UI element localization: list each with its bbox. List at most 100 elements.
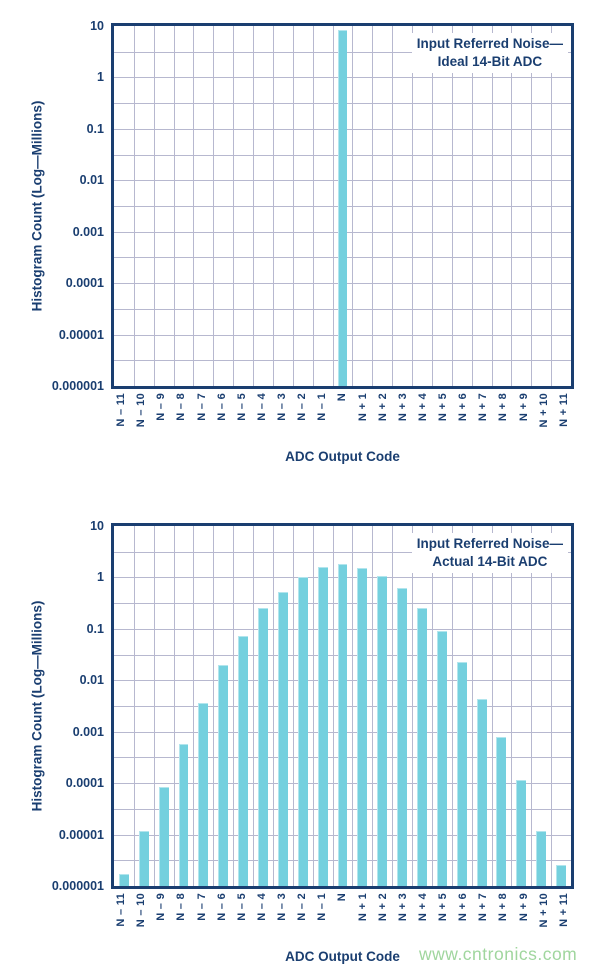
- gridline-v: [352, 26, 354, 386]
- histogram-bar: [297, 577, 308, 886]
- gridline-v: [392, 526, 394, 886]
- x-tick-cell: N – 9: [151, 893, 171, 949]
- gridline-v: [511, 26, 513, 386]
- x-tick-label: N – 10: [135, 893, 148, 928]
- x-tick-cell: N – 5: [232, 893, 252, 949]
- x-tick-label: N + 10: [537, 893, 550, 928]
- x-tick-label: N – 11: [115, 893, 128, 927]
- chart-title-line-1: Input Referred Noise—: [416, 536, 563, 551]
- x-tick-cell: N + 10: [534, 893, 554, 949]
- x-tick-cell: N + 3: [393, 893, 413, 949]
- histogram-bar: [456, 661, 467, 886]
- x-tick-label: N + 3: [396, 893, 409, 922]
- histogram-bar: [357, 567, 368, 886]
- watermark: www.cntronics.com: [419, 944, 578, 964]
- x-tick-label: N + 7: [477, 393, 490, 422]
- gridline-v: [451, 26, 453, 386]
- gridline-v: [312, 26, 314, 386]
- gridline-v: [213, 26, 215, 386]
- gridline-h: [114, 551, 571, 553]
- x-tick-cell: N + 8: [493, 893, 513, 949]
- x-tick-label: N – 7: [195, 393, 208, 421]
- chart-title-line-2: Actual 14-Bit ADC: [432, 553, 548, 569]
- x-tick-label: N + 8: [497, 893, 510, 922]
- x-tick-label: N + 9: [517, 393, 530, 422]
- gridline-v: [153, 26, 155, 386]
- gridline-v: [471, 526, 473, 886]
- x-tick-cell: N + 6: [453, 393, 473, 449]
- x-tick-cell: N – 6: [212, 393, 232, 449]
- histogram-bar: [258, 608, 268, 886]
- x-tick-cell: N + 1: [353, 893, 373, 949]
- x-tick-label: N + 4: [416, 893, 429, 922]
- x-tick-cell: N – 3: [272, 893, 292, 949]
- x-tick-cell: N – 5: [232, 393, 252, 449]
- x-tick-cell: N + 11: [554, 893, 574, 949]
- x-tick-cell: N – 8: [171, 893, 191, 949]
- x-tick-cell: N – 1: [312, 893, 332, 949]
- gridline-v: [531, 526, 533, 886]
- x-tick-cell: N + 10: [534, 393, 554, 449]
- x-tick-cell: N: [332, 393, 352, 449]
- x-tick-cell: N + 3: [393, 393, 413, 449]
- x-tick-label: N – 4: [255, 893, 268, 921]
- x-tick-label: N – 9: [155, 393, 168, 421]
- x-tick-cell: N – 7: [192, 393, 212, 449]
- x-tick-cell: N – 8: [171, 393, 191, 449]
- histogram-bar: [496, 737, 507, 886]
- gridline-v: [491, 526, 493, 886]
- y-tick-label: 0.1: [86, 621, 104, 636]
- x-tick-label: N + 2: [376, 393, 389, 422]
- x-tick-cell: N + 4: [413, 393, 433, 449]
- gridline-v: [412, 526, 414, 886]
- histogram-bar: [178, 743, 189, 886]
- histogram-bar: [536, 831, 547, 886]
- y-tick-label: 10: [90, 519, 104, 533]
- x-tick-label: N – 3: [276, 393, 289, 421]
- gridline-v: [253, 526, 255, 886]
- x-tick-label: N + 5: [437, 893, 450, 922]
- gridline-v: [153, 526, 155, 886]
- gridline-v: [332, 526, 334, 886]
- chart-title-line-2: Ideal 14-Bit ADC: [437, 53, 543, 69]
- histogram-bar: [138, 831, 149, 886]
- histogram-bar: [436, 631, 447, 886]
- histogram-bar: [377, 576, 388, 886]
- x-tick-cell: N + 7: [473, 893, 493, 949]
- ideal-adc-histogram-chart: Histogram Count (Log—Millions) Input Ref…: [0, 0, 600, 479]
- histogram-bar: [476, 699, 487, 886]
- x-tick-cell: N – 2: [292, 393, 312, 449]
- y-tick-label: 10: [90, 19, 104, 33]
- gridline-v: [193, 526, 195, 886]
- x-tick-label: N + 1: [356, 893, 369, 922]
- x-tick-label: N + 11: [557, 393, 570, 427]
- gridline-v: [431, 526, 433, 886]
- x-tick-label: N + 6: [457, 393, 470, 422]
- x-tick-label: N + 2: [376, 893, 389, 922]
- y-tick-label: 0.001: [72, 224, 104, 239]
- x-tick-cell: N + 5: [433, 893, 453, 949]
- x-tick-cell: N + 2: [373, 893, 393, 949]
- x-tick-cell: N – 4: [252, 893, 272, 949]
- x-tick-label: N – 4: [255, 393, 268, 421]
- x-tick-label: N – 11: [115, 393, 128, 427]
- x-tick-cell: N + 8: [493, 393, 513, 449]
- gridline-v: [193, 26, 195, 386]
- gridline-v: [531, 26, 533, 386]
- gridline-v: [551, 26, 553, 386]
- x-tick-label: N + 6: [457, 893, 470, 922]
- gridline-v: [332, 26, 334, 386]
- x-tick-cell: N – 4: [252, 393, 272, 449]
- gridline-v: [511, 526, 513, 886]
- histogram-bar: [417, 608, 427, 886]
- x-tick-label: N – 7: [195, 893, 208, 921]
- y-tick-label: 0.01: [79, 173, 104, 188]
- x-tick-label: N – 6: [215, 393, 228, 421]
- chart-title: Input Referred Noise— Actual 14-Bit ADC: [411, 533, 568, 574]
- histogram-bar: [218, 664, 229, 886]
- gridline-v: [233, 526, 235, 886]
- histogram-bar: [337, 29, 348, 386]
- x-tick-label: N: [336, 893, 349, 902]
- gridline-v: [272, 526, 274, 886]
- histogram-bar: [516, 780, 527, 886]
